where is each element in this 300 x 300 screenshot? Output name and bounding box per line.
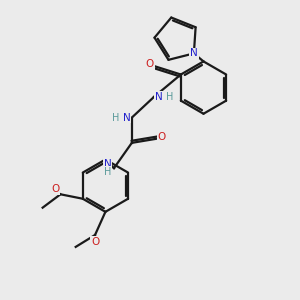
Text: H: H (104, 167, 111, 177)
Text: O: O (146, 59, 154, 69)
Text: N: N (103, 159, 111, 169)
Text: N: N (123, 112, 130, 123)
Text: H: H (112, 112, 119, 123)
Text: O: O (51, 184, 59, 194)
Text: O: O (158, 132, 166, 142)
Text: O: O (91, 236, 99, 247)
Text: N: N (155, 92, 162, 102)
Text: H: H (166, 92, 173, 102)
Text: N: N (190, 48, 198, 59)
